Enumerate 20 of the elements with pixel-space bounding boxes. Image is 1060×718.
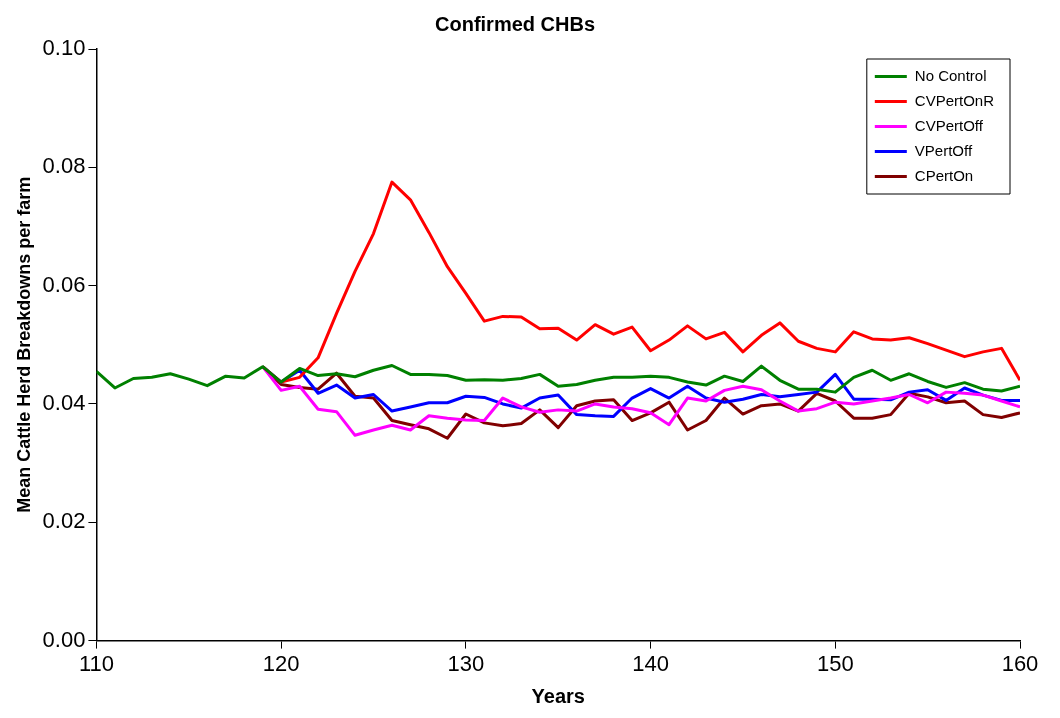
x-tick-label: 140 [632,650,669,676]
x-tick-label: 150 [816,650,854,676]
x-tick-label: 120 [262,650,300,676]
legend-label: No Control [914,66,987,84]
y-axis-title: Mean Cattle Herd Breakdowns per farm [13,176,34,513]
x-tick-label: 130 [447,650,485,676]
legend-label: CVPertOnR [914,91,995,109]
legend-label: VPertOff [914,141,973,159]
legend-label: CVPertOff [914,116,984,134]
chart-title: Confirmed CHBs [434,12,596,35]
x-axis-title: Years [531,684,585,707]
x-tick-label: 160 [1001,650,1039,676]
x-tick-label: 110 [78,650,114,676]
y-tick-label: 0.08 [42,153,86,179]
y-tick-label: 0.10 [42,35,86,61]
y-tick-label: 0.02 [42,508,86,534]
y-tick-label: 0.04 [42,390,86,416]
y-tick-label: 0.06 [42,271,86,297]
legend-label: CPertOn [914,166,974,184]
y-tick-label: 0.00 [42,626,86,652]
